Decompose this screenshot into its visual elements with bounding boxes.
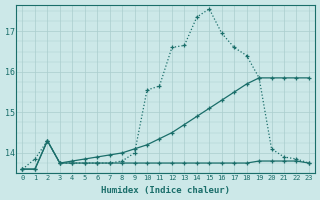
X-axis label: Humidex (Indice chaleur): Humidex (Indice chaleur) [101,186,230,195]
